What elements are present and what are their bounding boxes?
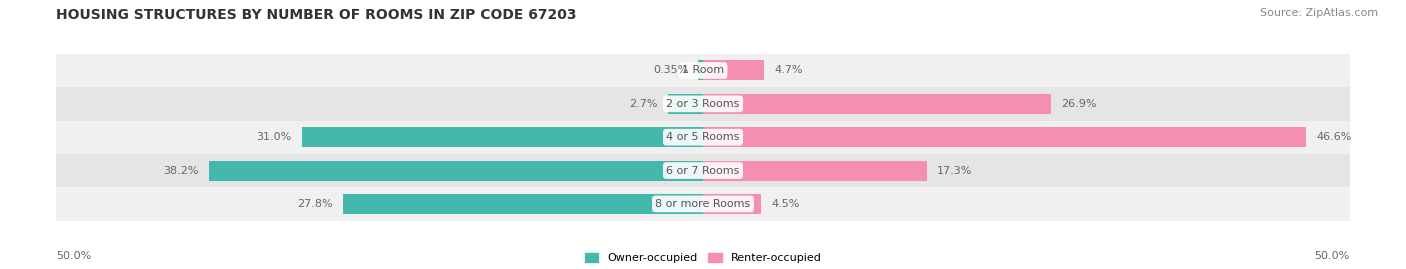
Bar: [56, 154, 1350, 187]
Text: 4.7%: 4.7%: [775, 65, 803, 76]
Text: 50.0%: 50.0%: [56, 250, 91, 261]
Text: 4 or 5 Rooms: 4 or 5 Rooms: [666, 132, 740, 142]
Bar: [703, 194, 761, 214]
Text: Source: ZipAtlas.com: Source: ZipAtlas.com: [1260, 8, 1378, 18]
Bar: [56, 87, 1350, 121]
Text: 2.7%: 2.7%: [630, 99, 658, 109]
Text: 38.2%: 38.2%: [163, 165, 198, 176]
Text: 50.0%: 50.0%: [1315, 250, 1350, 261]
Text: 27.8%: 27.8%: [298, 199, 333, 209]
Bar: [343, 194, 703, 214]
Bar: [699, 61, 703, 80]
Bar: [209, 161, 703, 180]
Text: 1 Room: 1 Room: [682, 65, 724, 76]
Text: 6 or 7 Rooms: 6 or 7 Rooms: [666, 165, 740, 176]
Text: 31.0%: 31.0%: [256, 132, 291, 142]
Text: 4.5%: 4.5%: [772, 199, 800, 209]
Bar: [703, 161, 927, 180]
Bar: [703, 61, 763, 80]
Bar: [56, 187, 1350, 221]
Bar: [56, 54, 1350, 87]
Text: 26.9%: 26.9%: [1062, 99, 1097, 109]
Text: 0.35%: 0.35%: [652, 65, 688, 76]
Text: 46.6%: 46.6%: [1316, 132, 1351, 142]
Bar: [56, 121, 1350, 154]
Text: HOUSING STRUCTURES BY NUMBER OF ROOMS IN ZIP CODE 67203: HOUSING STRUCTURES BY NUMBER OF ROOMS IN…: [56, 8, 576, 22]
Text: 8 or more Rooms: 8 or more Rooms: [655, 199, 751, 209]
Text: 17.3%: 17.3%: [938, 165, 973, 176]
Bar: [703, 94, 1050, 114]
Text: 2 or 3 Rooms: 2 or 3 Rooms: [666, 99, 740, 109]
Bar: [703, 127, 1306, 147]
Bar: [302, 127, 703, 147]
Bar: [668, 94, 703, 114]
Legend: Owner-occupied, Renter-occupied: Owner-occupied, Renter-occupied: [585, 253, 821, 263]
